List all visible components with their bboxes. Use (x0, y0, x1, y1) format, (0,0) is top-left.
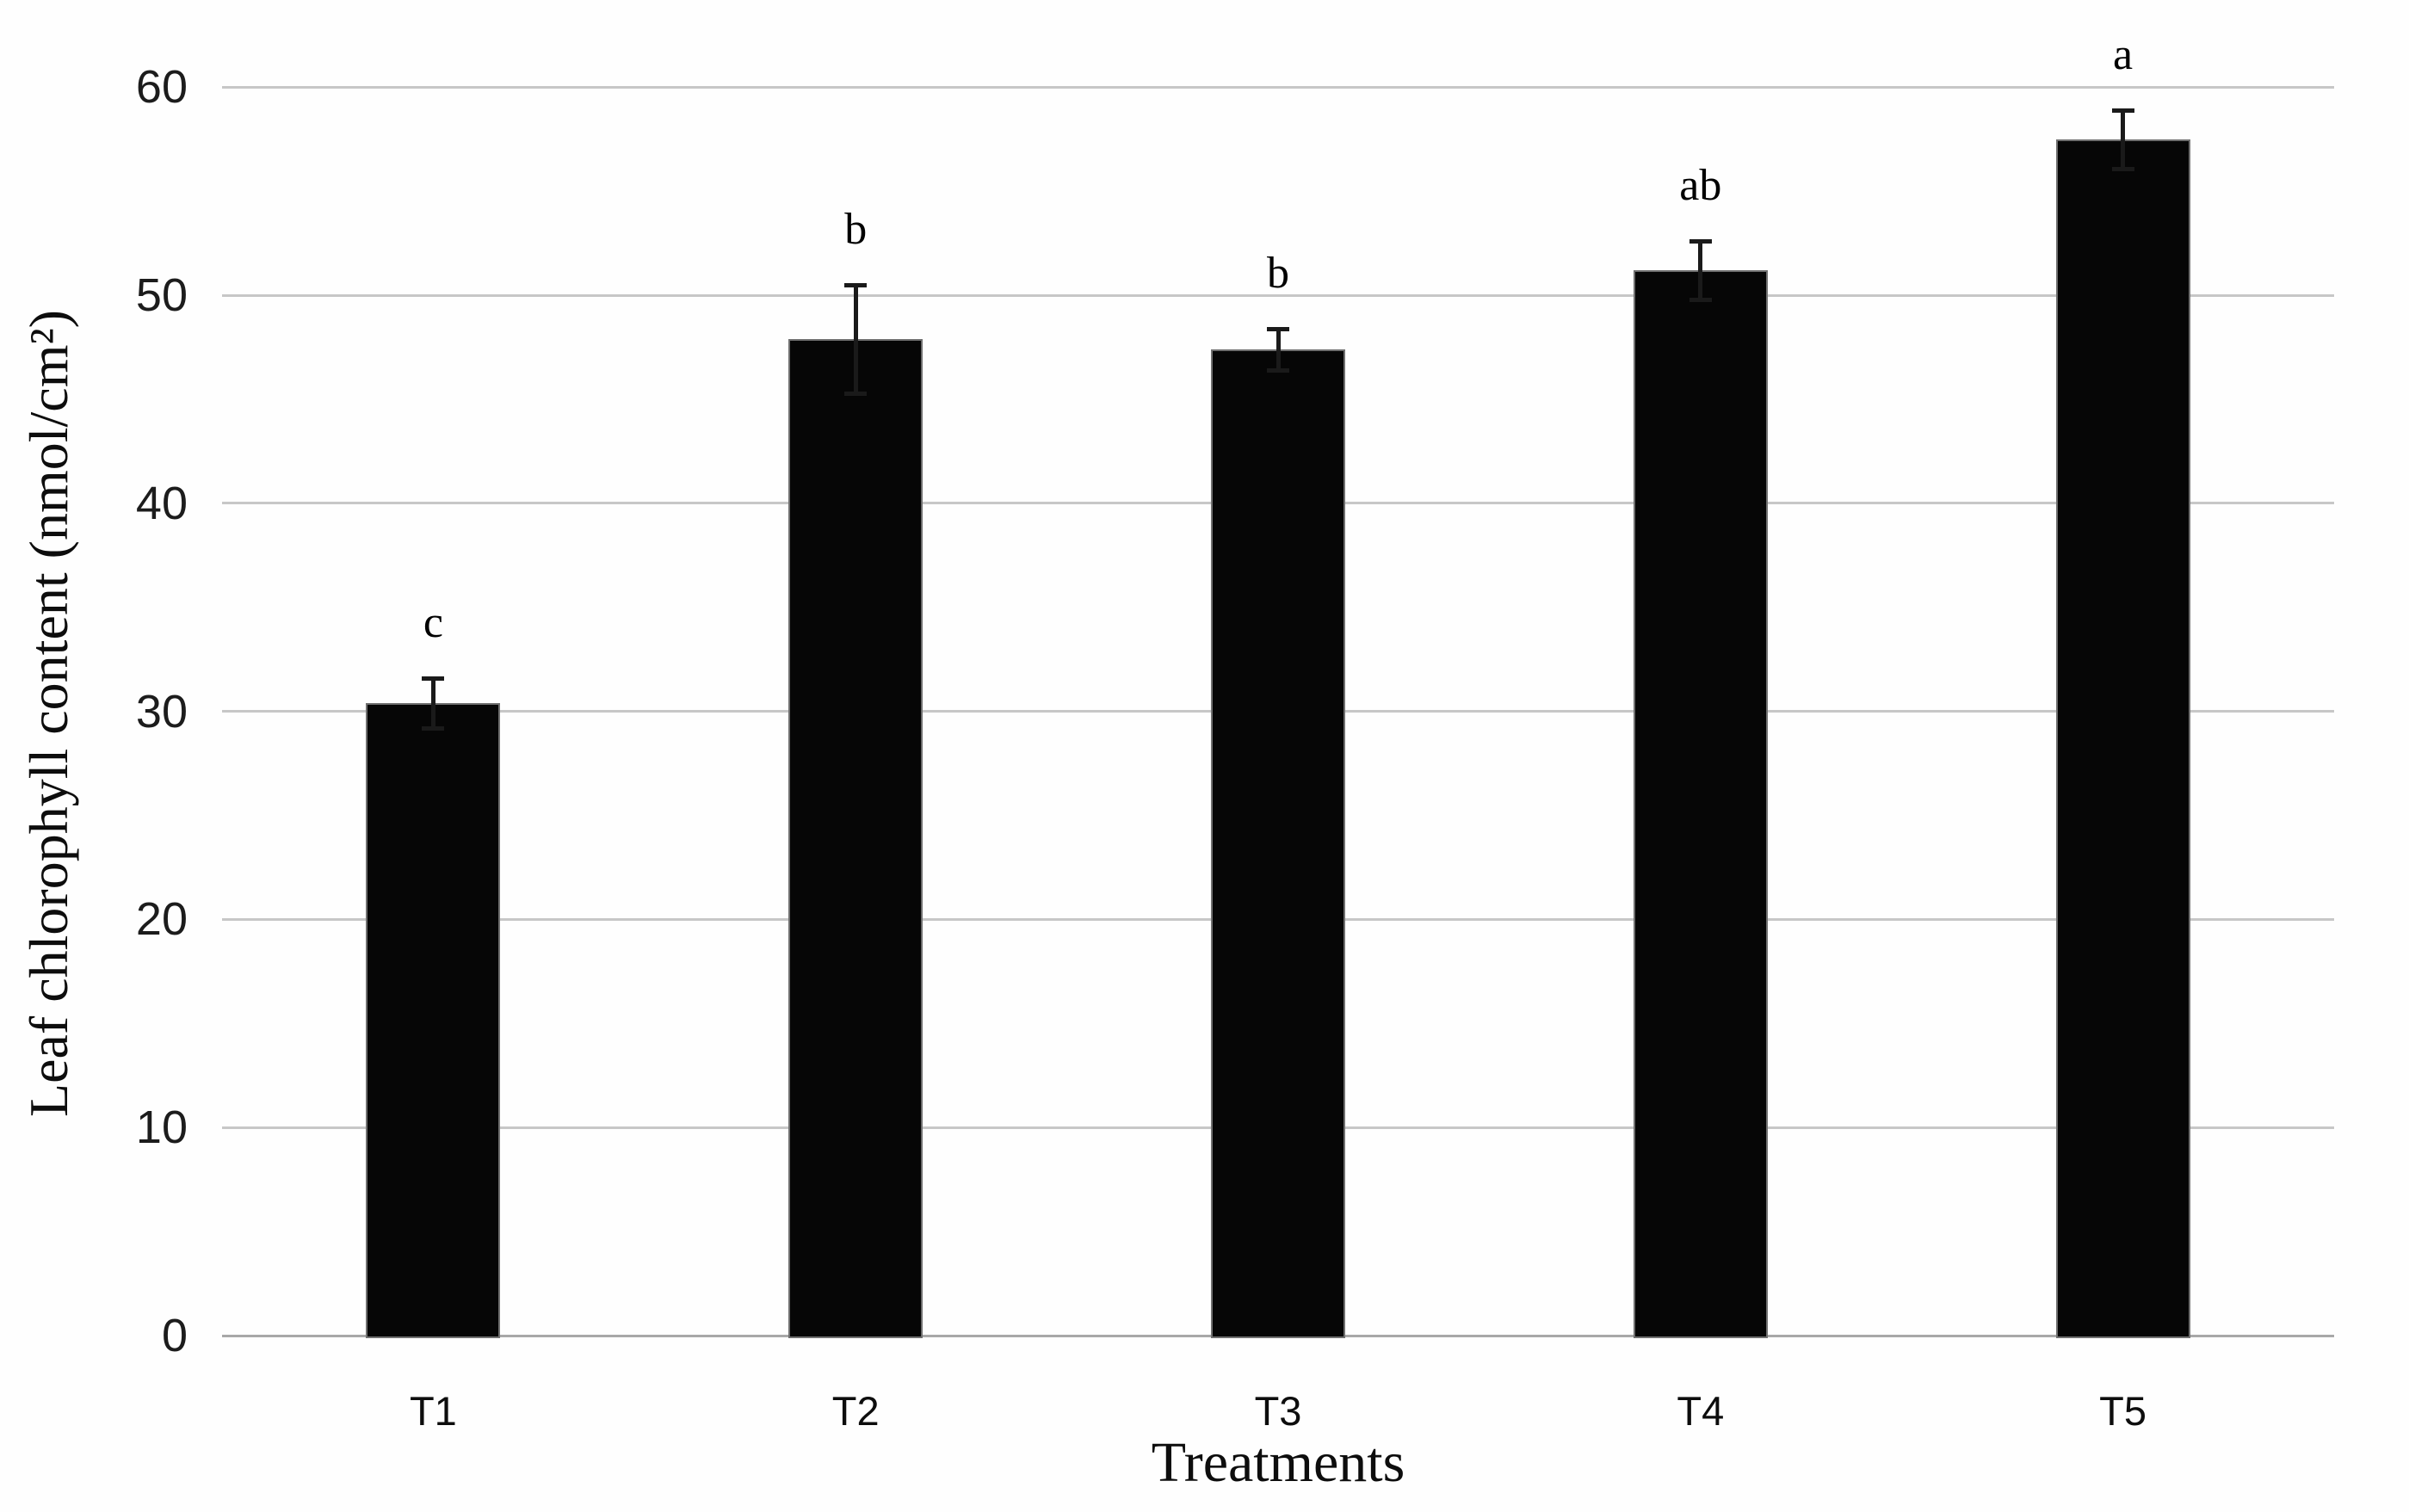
error-bar-cap-bottom (1267, 368, 1289, 373)
y-tick-label: 10 (135, 1102, 188, 1154)
x-category-label: T5 (2099, 1388, 2147, 1434)
error-bar-cap-bottom (2111, 166, 2134, 171)
significance-letter: b (844, 204, 868, 254)
y-tick-label: 50 (135, 269, 188, 321)
y-tick-label: 0 (161, 1310, 188, 1361)
x-category-label: T2 (831, 1388, 880, 1434)
error-bar-whisker (1276, 328, 1281, 371)
bar-t2 (788, 338, 923, 1338)
gridline (222, 293, 2334, 297)
gridline (222, 85, 2334, 89)
error-bar-whisker (853, 284, 858, 393)
error-bar-cap-top (1689, 239, 1712, 244)
error-bar-cap-bottom (844, 391, 868, 396)
error-bar-cap-top (1267, 326, 1289, 331)
error-bar-whisker (1698, 241, 1703, 299)
error-bar-cap-bottom (422, 725, 445, 731)
bar-t1 (366, 702, 501, 1338)
bar-t5 (2055, 139, 2190, 1338)
error-bar-whisker (430, 677, 435, 728)
error-bar-cap-bottom (1689, 297, 1712, 302)
error-bar-cap-top (2111, 108, 2134, 113)
significance-letter: c (423, 597, 443, 647)
significance-letter: b (1267, 248, 1289, 298)
error-bar-cap-top (844, 282, 868, 287)
y-tick-label: 20 (135, 893, 188, 946)
bar-t3 (1210, 349, 1346, 1338)
bar-t4 (1633, 269, 1768, 1338)
error-bar-cap-top (422, 676, 445, 681)
x-axis-title: Treatments (1151, 1431, 1405, 1494)
y-tick-label: 30 (135, 685, 188, 737)
x-category-label: T4 (1677, 1388, 1725, 1434)
y-tick-label: 40 (135, 477, 188, 529)
x-category-label: T3 (1254, 1388, 1302, 1434)
significance-letter: a (2113, 29, 2134, 79)
significance-letter: ab (1679, 161, 1722, 211)
error-bar-whisker (2121, 109, 2126, 169)
x-category-label: T1 (409, 1388, 457, 1434)
y-tick-label: 60 (135, 61, 188, 114)
